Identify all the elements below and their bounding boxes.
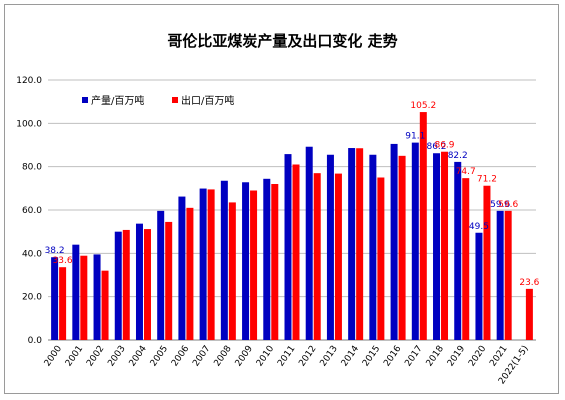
legend-export-label: 出口/百万吨 — [181, 94, 234, 107]
export-bar — [122, 229, 130, 340]
production-bar — [433, 153, 441, 340]
production-bar — [157, 210, 165, 340]
export-bar — [186, 207, 194, 340]
export-bar — [143, 229, 151, 340]
production-bar — [242, 182, 250, 340]
export-data-label: 105.2 — [410, 101, 436, 111]
y-tick-label: 100.0 — [16, 119, 42, 129]
production-bar — [284, 154, 292, 340]
y-tick-label: 20.0 — [22, 293, 42, 303]
y-tick-label: 80.0 — [22, 163, 42, 173]
production-data-label: 38.2 — [45, 246, 65, 256]
x-tick-label: 2005 — [149, 344, 170, 368]
export-bar — [271, 184, 279, 340]
export-bar — [313, 173, 321, 340]
production-bar — [263, 178, 271, 340]
export-data-label: 59.6 — [498, 200, 518, 210]
export-bar — [80, 255, 88, 340]
production-bar — [199, 188, 207, 340]
x-tick-label: 2021 — [488, 344, 509, 368]
y-tick-label: 0.0 — [28, 336, 43, 346]
x-tick-label: 2015 — [361, 344, 382, 368]
export-bar — [292, 164, 300, 340]
x-tick-label: 2017 — [403, 344, 424, 368]
production-bar — [411, 142, 419, 340]
export-data-label: 23.6 — [519, 278, 539, 288]
export-data-label: 33.6 — [53, 256, 73, 266]
export-data-label: 71.2 — [477, 175, 497, 185]
y-tick-label: 40.0 — [22, 249, 42, 259]
export-bar — [377, 177, 385, 340]
production-bar — [51, 257, 59, 340]
production-bar — [178, 196, 186, 340]
production-bar — [390, 143, 398, 340]
x-tick-label: 2016 — [382, 344, 403, 369]
x-tick-label: 2014 — [340, 344, 361, 369]
x-tick-label: 2007 — [191, 344, 212, 368]
production-bar — [93, 254, 101, 340]
export-bar — [504, 210, 512, 340]
x-tick-label: 2003 — [106, 344, 127, 368]
export-bar — [525, 288, 533, 340]
production-bar — [135, 223, 143, 340]
export-bar — [165, 221, 173, 340]
x-tick-label: 2019 — [446, 344, 467, 369]
export-bar — [334, 173, 342, 340]
legend-export-swatch — [172, 97, 178, 103]
chart-title: 哥伦比亚煤炭产量及出口变化 走势 — [167, 32, 398, 50]
x-tick-label: 2012 — [297, 344, 318, 368]
production-bar — [475, 232, 483, 340]
production-bar — [326, 154, 334, 340]
production-data-label: 82.2 — [448, 151, 468, 161]
x-tick-label: 2011 — [276, 344, 297, 368]
production-bar — [72, 244, 80, 340]
y-tick-label: 60.0 — [22, 206, 42, 216]
legend-production-swatch — [82, 97, 88, 103]
x-tick-label: 2006 — [170, 344, 191, 369]
x-tick-label: 2004 — [128, 344, 149, 369]
production-bar — [348, 148, 356, 340]
production-bar — [496, 210, 504, 340]
x-tick-label: 2002 — [85, 344, 106, 368]
export-bar — [250, 190, 258, 340]
production-bar — [114, 231, 122, 340]
export-bar — [101, 270, 109, 340]
export-bar — [441, 151, 449, 340]
legend-production-label: 产量/百万吨 — [91, 94, 144, 107]
y-tick-label: 120.0 — [16, 76, 42, 86]
bars — [51, 112, 533, 340]
x-tick-label: 2008 — [212, 344, 233, 369]
data-labels: 38.2 91.186.282.2 49.5 59.6 33.6 105.2 86.9 74.… — [45, 101, 540, 288]
production-data-label: 49.5 — [469, 222, 489, 232]
production-bar — [454, 161, 462, 340]
export-bar — [356, 148, 364, 340]
export-bar — [419, 112, 427, 340]
production-bar — [220, 180, 228, 340]
x-tick-label: 2020 — [467, 344, 488, 369]
production-data-label: 91.1 — [405, 132, 425, 142]
export-data-label: 74.7 — [456, 167, 476, 177]
x-tick-label: 2001 — [64, 344, 85, 368]
production-data-label: 86.2 — [426, 142, 446, 152]
export-bar — [207, 189, 215, 340]
export-bar — [228, 202, 236, 340]
x-tick-label: 2009 — [234, 344, 255, 369]
x-tick-label: 2000 — [43, 344, 64, 369]
production-data-label: 59.6 — [490, 200, 510, 210]
legend: 产量/百万吨 出口/百万吨 — [82, 94, 234, 107]
export-data-label: 86.9 — [434, 141, 454, 151]
x-tick-label: 2018 — [425, 344, 446, 369]
x-tick-label: 2010 — [255, 344, 276, 369]
export-bar — [462, 178, 470, 340]
export-bar — [483, 185, 491, 340]
export-bar — [398, 155, 406, 340]
x-tick-label: 2013 — [319, 344, 340, 368]
production-bar — [369, 154, 377, 340]
export-bar — [59, 267, 67, 340]
production-bar — [305, 146, 313, 340]
